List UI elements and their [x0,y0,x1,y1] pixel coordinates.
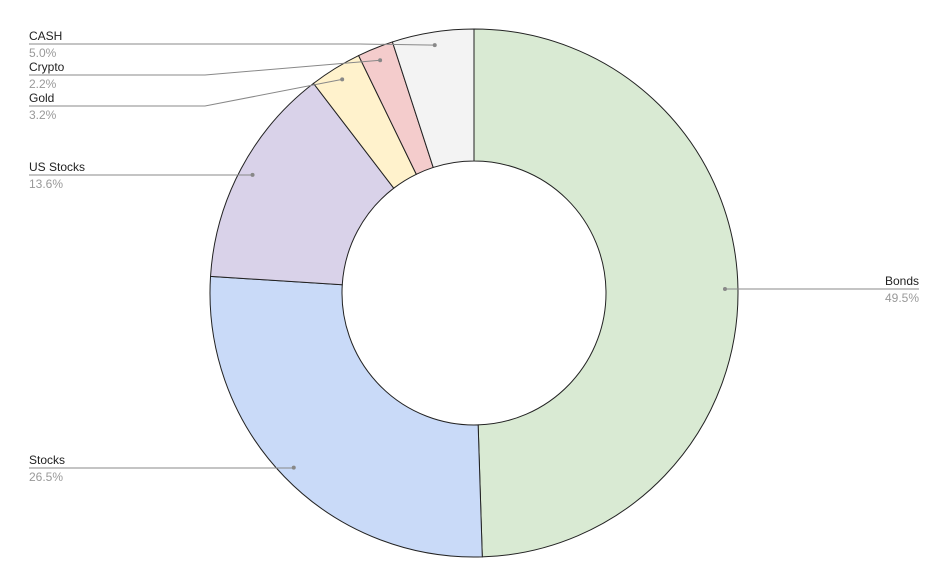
slice-label: Gold [29,91,54,105]
slice-label: Crypto [29,60,65,74]
leader-dot [722,287,727,292]
leader-dot [291,465,296,470]
leader-dot [250,172,255,177]
slice-label: US Stocks [29,160,85,174]
leader-dot [378,58,383,63]
slice [473,28,739,558]
slice-value-label: 5.0% [29,46,57,60]
leader-dot [432,43,437,48]
slice-label: Bonds [885,274,919,288]
slice [209,275,483,558]
slice-value-label: 2.2% [29,77,57,91]
slice-label: CASH [29,29,62,43]
slice [209,82,395,286]
leader-dot [340,77,345,82]
slice-value-label: 26.5% [29,470,63,484]
slice [391,28,475,169]
slice-value-label: 13.6% [29,177,63,191]
leader-line [29,59,381,76]
leader-line [29,43,435,46]
slice-value-label: 49.5% [885,291,919,305]
slice-label: Stocks [29,453,65,467]
leader-line [29,78,343,107]
slice-value-label: 3.2% [29,108,57,122]
